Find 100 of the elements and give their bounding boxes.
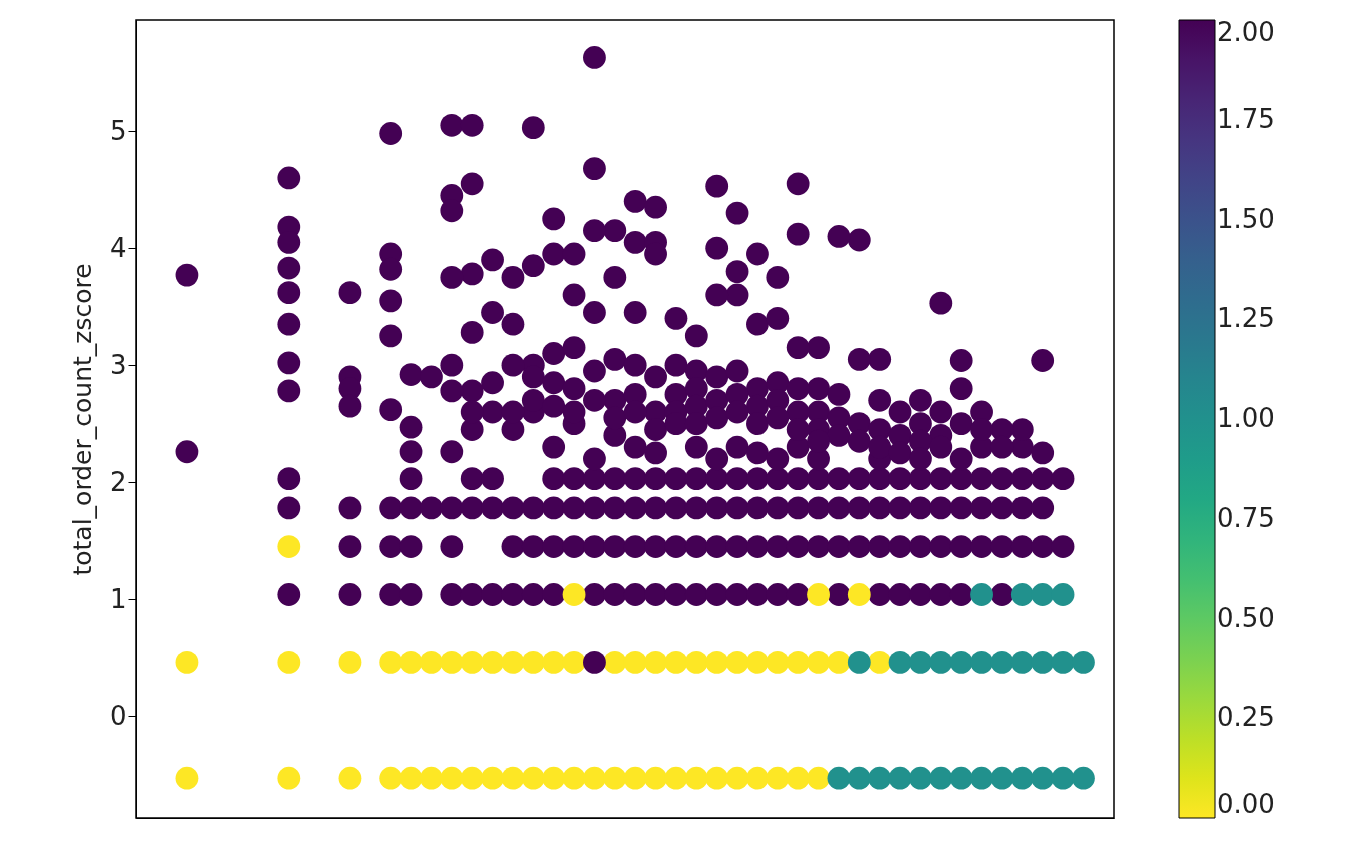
point [644, 195, 667, 219]
y-axis-title: total_order_count_zscore [67, 263, 97, 576]
point [684, 435, 708, 459]
point [725, 651, 749, 674]
point [990, 651, 1014, 674]
point [481, 248, 504, 272]
point [420, 496, 443, 520]
point [277, 379, 301, 403]
point [705, 535, 729, 558]
point [623, 496, 647, 520]
point [1072, 766, 1095, 790]
point [338, 651, 362, 674]
point [583, 496, 606, 520]
point [909, 496, 932, 520]
point [501, 353, 525, 377]
point [705, 467, 729, 491]
point [1010, 583, 1034, 606]
point [868, 496, 892, 520]
color-bar-label: 0.75 [1217, 502, 1275, 533]
point [949, 766, 973, 790]
point [725, 435, 749, 459]
point [440, 496, 464, 520]
point [684, 766, 708, 790]
point [664, 535, 688, 558]
point [562, 336, 586, 359]
point [725, 496, 749, 520]
point [888, 467, 912, 491]
point [542, 242, 566, 266]
point [542, 583, 566, 606]
point [746, 766, 769, 790]
point [1031, 496, 1055, 520]
point [501, 766, 525, 790]
point [277, 651, 301, 674]
point [766, 467, 790, 491]
point [277, 535, 301, 558]
point [440, 583, 464, 606]
point [786, 222, 810, 246]
point [725, 400, 749, 424]
point [399, 496, 423, 520]
point [583, 583, 606, 606]
point [807, 766, 830, 790]
point [827, 496, 851, 520]
point [583, 359, 606, 383]
point [623, 230, 647, 254]
point [440, 266, 464, 289]
color-bar-label: 1.25 [1217, 303, 1275, 334]
point [807, 583, 830, 606]
point [888, 766, 912, 790]
point [379, 289, 403, 313]
point [481, 371, 504, 395]
point [1031, 651, 1055, 674]
point [949, 412, 973, 436]
point [420, 365, 443, 389]
point [562, 467, 586, 491]
point [460, 262, 484, 286]
point [786, 467, 810, 491]
point [460, 651, 484, 674]
point [1010, 535, 1034, 558]
point [1010, 766, 1034, 790]
point [440, 113, 464, 137]
point [827, 583, 851, 606]
point [909, 651, 932, 674]
point [970, 766, 993, 790]
point [460, 467, 484, 491]
point [583, 535, 606, 558]
point [399, 583, 423, 606]
point [277, 583, 301, 606]
point [786, 535, 810, 558]
point [868, 583, 892, 606]
point [644, 418, 667, 441]
point [583, 301, 606, 324]
point [501, 583, 525, 606]
point [175, 651, 199, 674]
point [521, 496, 545, 520]
point [970, 535, 993, 558]
point [277, 256, 301, 280]
point [603, 535, 627, 558]
point [379, 122, 403, 145]
point [521, 651, 545, 674]
point [399, 363, 423, 386]
point [786, 651, 810, 674]
point [888, 535, 912, 558]
point [277, 766, 301, 790]
point [705, 496, 729, 520]
point [990, 583, 1014, 606]
point [705, 447, 729, 471]
point [440, 440, 464, 464]
color-bar-label: 1.00 [1217, 403, 1275, 433]
point [746, 496, 769, 520]
point [766, 266, 790, 289]
point [766, 651, 790, 674]
point [562, 377, 586, 400]
point [501, 312, 525, 336]
point [583, 219, 606, 242]
point [542, 207, 566, 231]
point [827, 651, 851, 674]
point [684, 496, 708, 520]
point [990, 496, 1014, 520]
point [705, 236, 729, 260]
point [623, 583, 647, 606]
